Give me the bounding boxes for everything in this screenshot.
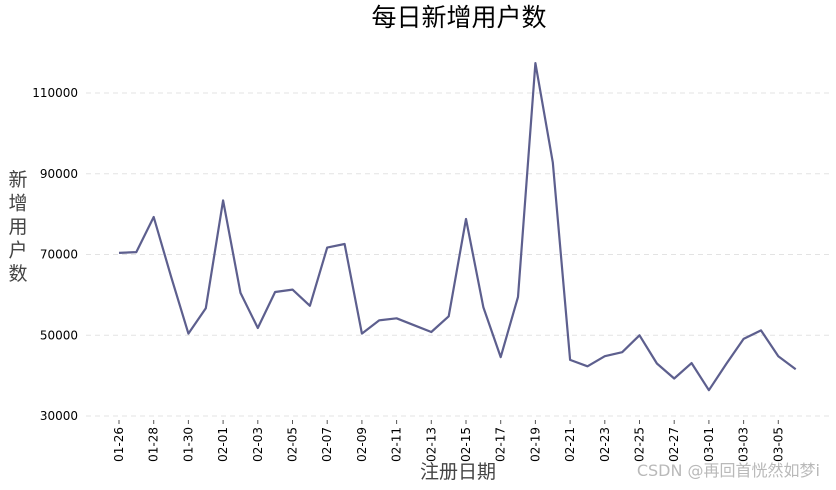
y-axis-label-char: 用 [8, 216, 27, 238]
y-axis-ticks: 30000 50000 70000 90000 110000 [32, 86, 78, 423]
x-tick-label: 03-03 [737, 427, 751, 462]
x-tick-label: 02-01 [216, 427, 230, 462]
y-tick-label: 30000 [40, 409, 78, 423]
y-tick-label: 50000 [40, 328, 78, 342]
x-tick-label: 02-15 [459, 427, 473, 462]
x-tick-label: 02-05 [286, 427, 300, 462]
x-tick-label: 02-27 [667, 427, 681, 462]
y-tick-label: 70000 [40, 248, 78, 262]
x-tick-label: 02-25 [633, 427, 647, 462]
x-tick-label: 02-21 [563, 427, 577, 462]
x-tick-label: 02-09 [355, 427, 369, 462]
y-tick-label: 90000 [40, 167, 78, 181]
x-tick-label: 02-03 [251, 427, 265, 462]
x-tick-label: 01-28 [147, 427, 161, 462]
watermark: CSDN @再回首恍然如梦i [637, 461, 820, 480]
y-axis-label: 新增用户数 [8, 169, 27, 285]
x-tick-label: 02-13 [424, 427, 438, 462]
x-tick-label: 01-30 [181, 427, 195, 462]
x-axis-ticks: 01-26 01-28 01-30 02-01 02-03 02-05 02-07 02-09… [112, 420, 785, 462]
x-tick-label: 01-26 [112, 427, 126, 462]
x-tick-label: 02-11 [390, 427, 404, 462]
x-tick-label: 03-05 [771, 427, 785, 462]
x-tick-label: 02-19 [528, 427, 542, 462]
x-axis-label: 注册日期 [420, 461, 496, 483]
y-tick-label: 110000 [32, 86, 78, 100]
x-tick-label: 02-07 [320, 427, 334, 462]
x-tick-label: 02-23 [598, 427, 612, 462]
chart-title: 每日新增用户数 [371, 3, 546, 32]
series-line [118, 62, 797, 392]
x-tick-label: 02-17 [494, 427, 508, 462]
y-axis-label-char: 户 [8, 240, 27, 262]
y-axis-label-char: 新 [8, 169, 27, 191]
gridlines [86, 92, 830, 417]
y-axis-label-char: 增 [8, 193, 27, 215]
y-axis-label-char: 数 [8, 263, 27, 285]
x-tick-label: 03-01 [702, 427, 716, 462]
